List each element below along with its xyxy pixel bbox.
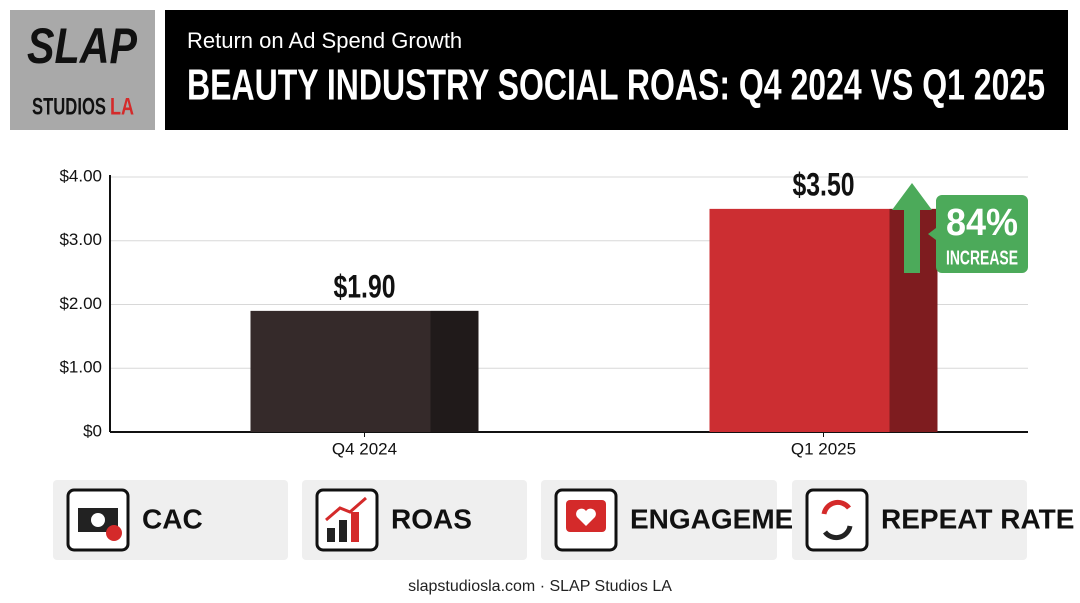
value-label: $3.50: [793, 166, 855, 202]
card: ROAS: [302, 480, 527, 560]
y-tick-label: $4.00: [59, 166, 102, 185]
bar-shade: [430, 310, 479, 432]
header-title: BEAUTY INDUSTRY SOCIAL ROAS: Q4 2024 VS …: [187, 61, 1045, 110]
card-label: REPEAT RATE: [881, 503, 1074, 534]
logo-top: SLAP: [27, 18, 138, 74]
card: REPEAT RATE: [792, 480, 1074, 560]
arrow: [892, 183, 932, 273]
card-label: ROAS: [391, 503, 472, 534]
card: CAC: [53, 480, 288, 560]
logo-bottom: STUDIOS: [32, 93, 106, 120]
logo-accent: LA: [110, 93, 134, 120]
logo-box: [10, 10, 155, 130]
x-tick-label: Q1 2025: [791, 439, 856, 458]
y-tick-label: $3.00: [59, 230, 102, 249]
card: ENGAGEMENT: [541, 480, 831, 560]
bar: [250, 310, 479, 432]
badge-value: 84%: [946, 202, 1018, 244]
value-label: $1.90: [334, 268, 396, 304]
badge-label: INCREASE: [946, 247, 1018, 269]
y-tick-label: $2.00: [59, 294, 102, 313]
y-tick-label: $0: [83, 421, 102, 440]
card-label: CAC: [142, 503, 203, 534]
header-box: [165, 10, 1068, 130]
plot: $0 $1.00 $2.00 $3.00 $4.00 Q4 2024 $1.90 Q1 202…: [59, 166, 1028, 458]
badge: [928, 195, 1028, 273]
footer: slapstudiosla.com · SLAP Studios LA: [408, 578, 672, 595]
y-tick-label: $1.00: [59, 358, 102, 377]
bar: [709, 208, 938, 432]
x-tick-label: Q4 2024: [332, 439, 397, 458]
header-subtitle: Return on Ad Spend Growth: [187, 28, 462, 53]
